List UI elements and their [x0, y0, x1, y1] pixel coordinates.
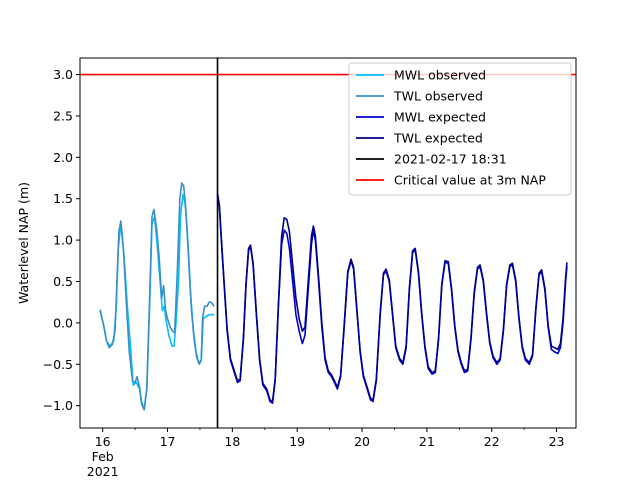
legend: MWL observed TWL observed MWL expected TWL … [348, 62, 572, 196]
x-tick-label: 2021 [87, 464, 119, 479]
y-tick-label: −0.5 [43, 357, 73, 372]
y-tick-label: 2.5 [53, 108, 73, 123]
y-axis: −1.0 −0.5 0.0 0.5 1.0 1.5 2.0 2.5 3.0 [43, 67, 80, 413]
y-tick-label: 3.0 [53, 67, 73, 82]
y-tick-label: 0.5 [53, 274, 73, 289]
x-tick-label: 23 [549, 434, 565, 449]
y-tick-label: 0.0 [53, 315, 73, 330]
x-tick-label: Feb [92, 449, 114, 464]
x-tick-label: 20 [354, 434, 370, 449]
x-tick-label: 17 [160, 434, 176, 449]
legend-label: MWL expected [394, 110, 486, 125]
y-tick-label: 2.0 [53, 150, 73, 165]
series-line-twl-expected [216, 192, 568, 403]
x-tick-label: 19 [289, 434, 305, 449]
y-tick-label: 1.0 [53, 233, 73, 248]
y-axis-title: Waterlevel NAP (m) [16, 182, 31, 304]
x-tick-label: 22 [484, 434, 500, 449]
x-tick-label: 21 [419, 434, 435, 449]
plot-frame [79, 57, 577, 429]
legend-label: TWL expected [393, 131, 483, 146]
plot-lines [99, 182, 568, 411]
legend-label: 2021-02-17 18:31 [394, 152, 507, 167]
y-tick-label: 1.5 [53, 191, 73, 206]
legend-label: TWL observed [393, 89, 483, 104]
x-tick-label: 18 [224, 434, 240, 449]
legend-label: Critical value at 3m NAP [394, 173, 546, 188]
series-line-twl-observed [99, 182, 215, 411]
y-tick-label: −1.0 [43, 398, 73, 413]
x-tick-label: 16 [95, 434, 111, 449]
legend-label: MWL observed [394, 68, 486, 83]
legend-box [348, 62, 572, 196]
